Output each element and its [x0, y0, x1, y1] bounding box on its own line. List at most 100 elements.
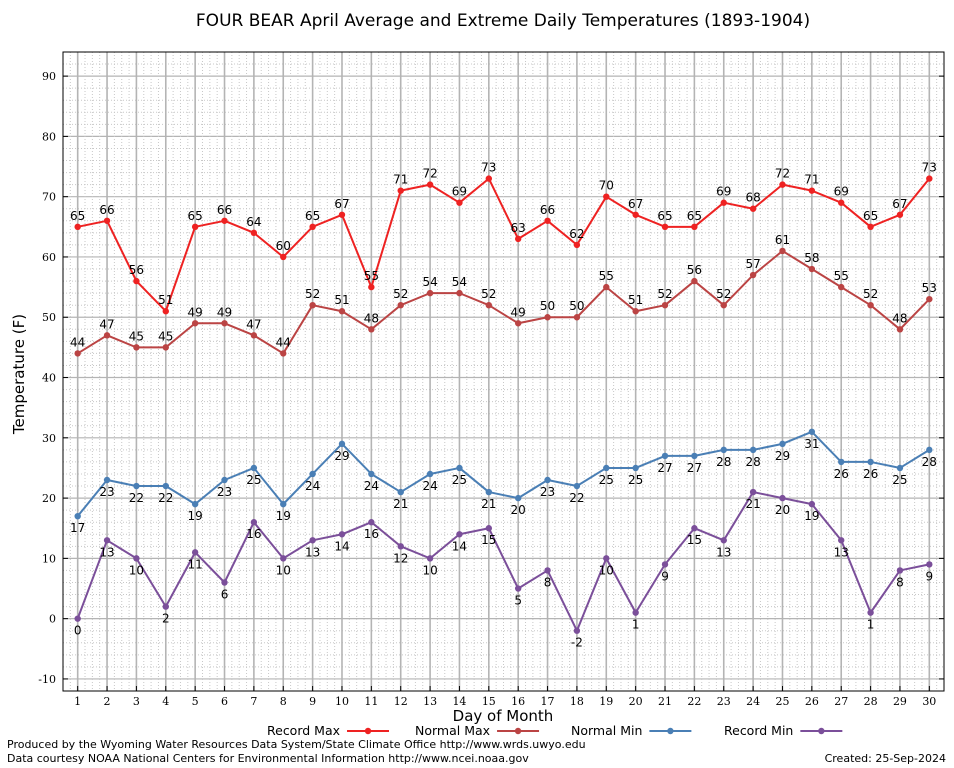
data-label: 20	[511, 503, 526, 517]
data-point	[603, 283, 610, 291]
data-point	[250, 519, 258, 526]
data-point	[250, 464, 258, 472]
data-label: 65	[863, 209, 878, 223]
data-point	[838, 537, 845, 544]
data-point	[133, 277, 140, 285]
data-point	[896, 211, 904, 218]
data-label: 20	[775, 503, 790, 517]
data-label: 10	[276, 563, 291, 577]
x-tick-label: 26	[805, 695, 819, 708]
data-label: 24	[305, 479, 320, 493]
legend-label: Record Max	[267, 723, 340, 738]
data-label: 56	[129, 263, 144, 277]
data-label: 16	[246, 527, 261, 541]
data-label: 48	[892, 311, 907, 325]
series-normal-max: 44 47 45 45 49 49 47 44 52 51 48 52 54 54 52 49 50 50 55 51…	[70, 233, 937, 357]
data-point	[661, 223, 669, 231]
data-label: 2	[162, 612, 170, 626]
data-point	[514, 585, 522, 592]
legend-marker	[514, 727, 522, 735]
x-tick-label: 14	[452, 695, 466, 708]
x-tick-label: 24	[746, 695, 760, 708]
data-point	[162, 603, 169, 610]
data-point	[573, 627, 581, 634]
data-label: 53	[922, 281, 937, 295]
data-point	[808, 428, 816, 435]
data-label: 52	[716, 287, 731, 301]
data-label: 54	[422, 275, 437, 289]
x-tick-label: 30	[922, 695, 936, 708]
data-label: 23	[99, 485, 114, 499]
data-label: 22	[158, 491, 173, 505]
x-tick-label: 3	[133, 695, 140, 708]
data-label: 19	[804, 509, 819, 523]
x-tick-label: 13	[423, 695, 437, 708]
data-label: 66	[540, 203, 555, 217]
y-tick-label: 70	[42, 191, 56, 204]
data-point	[691, 452, 698, 460]
y-axis-title: Temperature (F)	[10, 314, 28, 435]
data-point	[603, 193, 610, 200]
data-label: 8	[544, 575, 552, 589]
data-label: 65	[657, 209, 672, 223]
legend: Record Max Normal Max Normal Min Record Min	[267, 723, 843, 738]
data-point	[838, 199, 845, 206]
data-label: 73	[922, 161, 937, 175]
data-point	[514, 494, 522, 502]
data-point	[338, 211, 346, 218]
data-point	[191, 320, 199, 327]
data-label: 51	[158, 293, 173, 307]
data-point	[779, 181, 786, 188]
data-label: 13	[305, 545, 320, 559]
x-tick-label: 16	[511, 695, 525, 708]
data-label: 25	[892, 473, 907, 487]
data-label: 45	[158, 329, 173, 343]
plot-frame	[62, 51, 945, 692]
data-point	[74, 615, 81, 622]
data-point	[808, 187, 816, 194]
data-point	[485, 488, 493, 496]
data-point	[661, 301, 669, 309]
data-label: 52	[863, 287, 878, 301]
data-label: 58	[804, 251, 819, 265]
data-point	[926, 175, 933, 182]
x-tick-label: 15	[482, 695, 496, 708]
data-label: 63	[511, 221, 526, 235]
data-label: 66	[217, 203, 232, 217]
data-point	[867, 223, 874, 231]
data-label: 69	[452, 185, 467, 199]
y-tick-label: -10	[38, 673, 56, 686]
data-label: 5	[514, 594, 522, 608]
data-label: 69	[716, 185, 731, 199]
data-label: 65	[305, 209, 320, 223]
data-point	[544, 567, 551, 574]
legend-item: Normal Max	[415, 723, 540, 738]
data-label: 14	[452, 539, 467, 553]
data-point	[896, 464, 904, 472]
y-tick-label: 90	[42, 70, 56, 83]
data-point	[485, 301, 493, 309]
data-point	[514, 320, 522, 327]
legend-item: Record Min	[724, 723, 843, 738]
data-point	[338, 308, 346, 315]
data-label: 15	[687, 533, 702, 547]
data-label: 10	[422, 563, 437, 577]
data-point	[691, 277, 698, 285]
data-point	[632, 464, 639, 472]
legend-label: Normal Min	[571, 723, 642, 738]
data-label: 47	[99, 317, 114, 331]
data-point	[544, 314, 551, 321]
data-label: 31	[804, 437, 819, 451]
data-label: 23	[540, 485, 555, 499]
data-point	[103, 217, 111, 224]
x-tick-label: 23	[717, 695, 731, 708]
data-label: 26	[834, 467, 849, 481]
data-label: 52	[393, 287, 408, 301]
data-label: 28	[716, 455, 731, 469]
data-label: 44	[276, 335, 291, 349]
data-point	[691, 525, 698, 532]
data-label: 71	[804, 173, 819, 187]
data-point	[426, 470, 434, 478]
